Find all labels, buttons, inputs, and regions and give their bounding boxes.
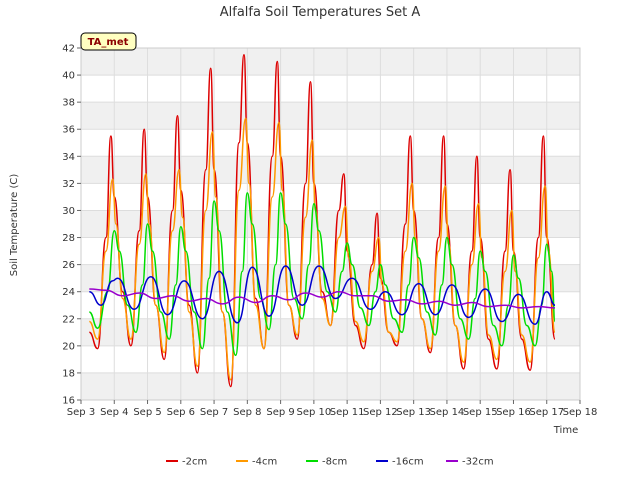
y-tick-label: 42: [62, 44, 75, 55]
x-tick-label: Sep 15: [463, 407, 498, 418]
y-tick-label: 28: [62, 233, 75, 244]
plot-band: [81, 129, 580, 157]
plot-band: [81, 48, 580, 76]
y-axis-ticks: 16 18 20 22 24 26 28 30 32 34 36 38 40 42: [62, 44, 81, 407]
x-tick-label: Sep 7: [200, 407, 228, 418]
plot-band: [81, 372, 580, 400]
x-axis-ticks: Sep 3 Sep 4 Sep 5 Sep 6 Sep 7 Sep 8 Sep 9 Sep 1…: [67, 400, 598, 418]
legend: -2cm -4cm -8cm -16cm -32cm: [166, 457, 494, 468]
x-tick-label: Sep 14: [430, 407, 465, 418]
plot-band: [81, 102, 580, 130]
plot-band: [81, 345, 580, 373]
plot-band: [81, 264, 580, 292]
plot-band: [81, 156, 580, 184]
y-tick-label: 18: [62, 368, 75, 379]
series-line-8cm: [88, 192, 556, 357]
y-tick-label: 36: [62, 125, 75, 136]
y-tick-label: 26: [62, 260, 75, 271]
x-tick-label: Sep 8: [233, 407, 261, 418]
plot-frame: [80, 47, 581, 401]
y-tick-label: 32: [62, 179, 75, 190]
site-badge-label: TA_met: [88, 37, 129, 48]
x-axis-label: Time: [553, 425, 578, 436]
series-lines: [88, 54, 556, 388]
y-tick-label: 16: [62, 396, 75, 407]
x-tick-label: Sep 4: [100, 407, 128, 418]
legend-label: -4cm: [252, 457, 277, 468]
series-line-32cm: [89, 288, 556, 309]
x-tick-label: Sep 17: [529, 407, 564, 418]
x-tick-label: Sep 11: [330, 407, 365, 418]
y-tick-label: 20: [62, 341, 75, 352]
y-tick-label: 22: [62, 314, 75, 325]
legend-label: -32cm: [462, 457, 494, 468]
x-tick-label: Sep 18: [563, 407, 598, 418]
y-tick-label: 38: [62, 98, 75, 109]
series-line-16cm: [89, 265, 556, 325]
y-tick-label: 30: [62, 206, 75, 217]
plot-band: [81, 183, 580, 211]
plot-band: [81, 75, 580, 103]
plot-band: [81, 210, 580, 238]
y-tick-label: 40: [62, 71, 75, 82]
y-axis-label: Soil Temperature (C): [9, 174, 20, 277]
site-badge: TA_met: [80, 32, 137, 51]
chart-title: Alfalfa Soil Temperatures Set A: [220, 5, 421, 20]
legend-label: -2cm: [182, 457, 207, 468]
x-tick-label: Sep 16: [496, 407, 531, 418]
series-line-2cm: [88, 54, 556, 388]
y-tick-label: 34: [62, 152, 75, 163]
x-tick-label: Sep 5: [133, 407, 161, 418]
x-tick-label: Sep 12: [363, 407, 398, 418]
y-tick-label: 24: [62, 287, 75, 298]
x-tick-label: Sep 9: [266, 407, 294, 418]
x-tick-label: Sep 3: [67, 407, 95, 418]
legend-label: -16cm: [392, 457, 424, 468]
legend-label: -8cm: [322, 457, 347, 468]
x-tick-label: Sep 6: [167, 407, 195, 418]
plot-band: [81, 237, 580, 265]
x-tick-label: Sep 13: [396, 407, 431, 418]
plot-background-bands: [81, 48, 580, 400]
x-tick-label: Sep 10: [296, 407, 331, 418]
series-line-4cm: [88, 117, 556, 381]
